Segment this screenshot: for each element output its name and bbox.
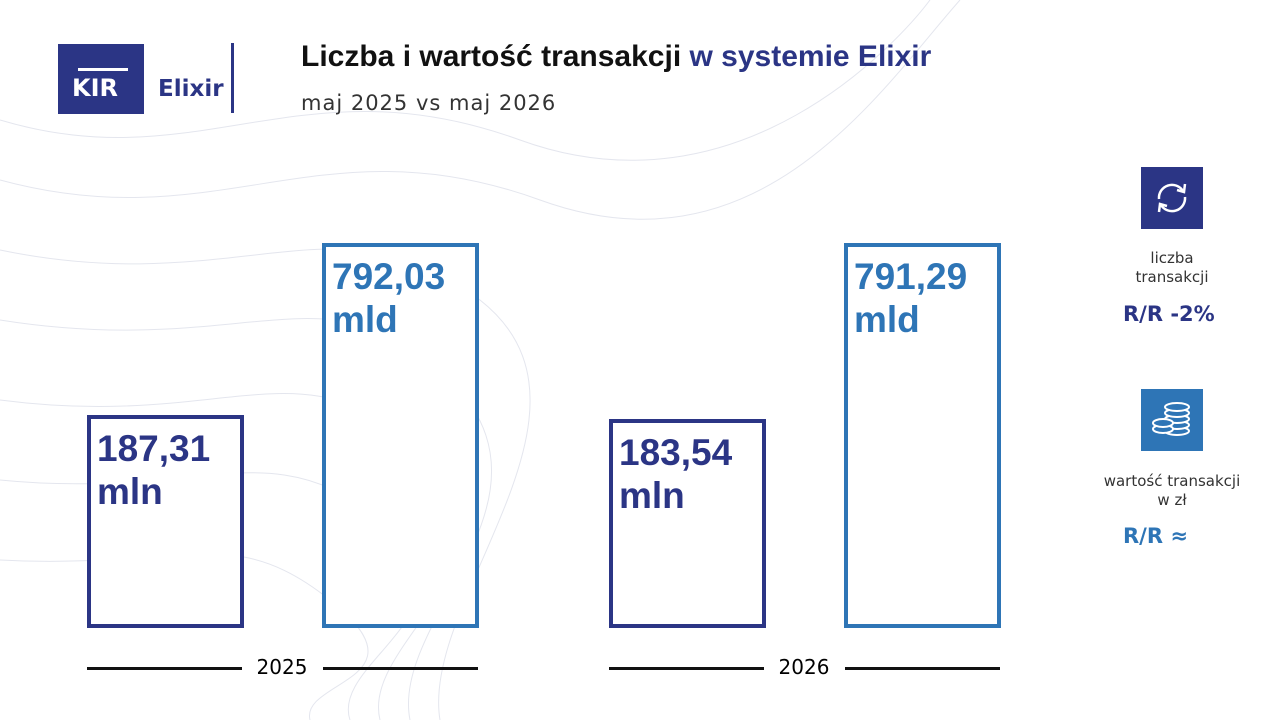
- icon-value: [1141, 389, 1203, 451]
- logo-brand: KIR: [72, 74, 119, 102]
- legend-label: liczba transakcji: [1135, 249, 1209, 286]
- logo-product: Elixir: [158, 76, 224, 102]
- legend-label: wartość transakcji w zł: [1103, 472, 1241, 509]
- legend-change: R/R -2%: [1123, 302, 1215, 326]
- icon-count: [1141, 167, 1203, 229]
- logo-box: KIR: [58, 44, 144, 114]
- axis-line: [845, 667, 1000, 670]
- axis-line: [87, 667, 242, 670]
- logo-divider: [231, 43, 234, 113]
- chart-title-highlight: w systemie Elixir: [689, 40, 932, 73]
- bar: 791,29 mld: [844, 243, 1001, 628]
- bar: 183,54 mln: [609, 419, 766, 628]
- value-label: 187,31 mln: [97, 428, 211, 513]
- logo-rule: [78, 68, 128, 71]
- bar: 792,03 mld: [322, 242, 479, 628]
- value-label: 791,29 mld: [854, 256, 968, 341]
- legend-change: R/R ≈: [1123, 524, 1188, 548]
- x-tick-label: 2026: [778, 655, 830, 679]
- value-label: 792,03 mld: [332, 255, 446, 340]
- x-tick-label: 2025: [256, 655, 308, 679]
- value-label: 183,54 mln: [619, 432, 733, 517]
- chart-subtitle: maj 2025 vs maj 2026: [301, 91, 557, 115]
- chart-title: Liczba i wartość transakcji: [301, 40, 682, 73]
- axis-line: [323, 667, 478, 670]
- axis-line: [609, 667, 764, 670]
- bar: 187,31 mln: [87, 415, 244, 628]
- title-row: Liczba i wartość transakcji w systemie E…: [301, 40, 931, 74]
